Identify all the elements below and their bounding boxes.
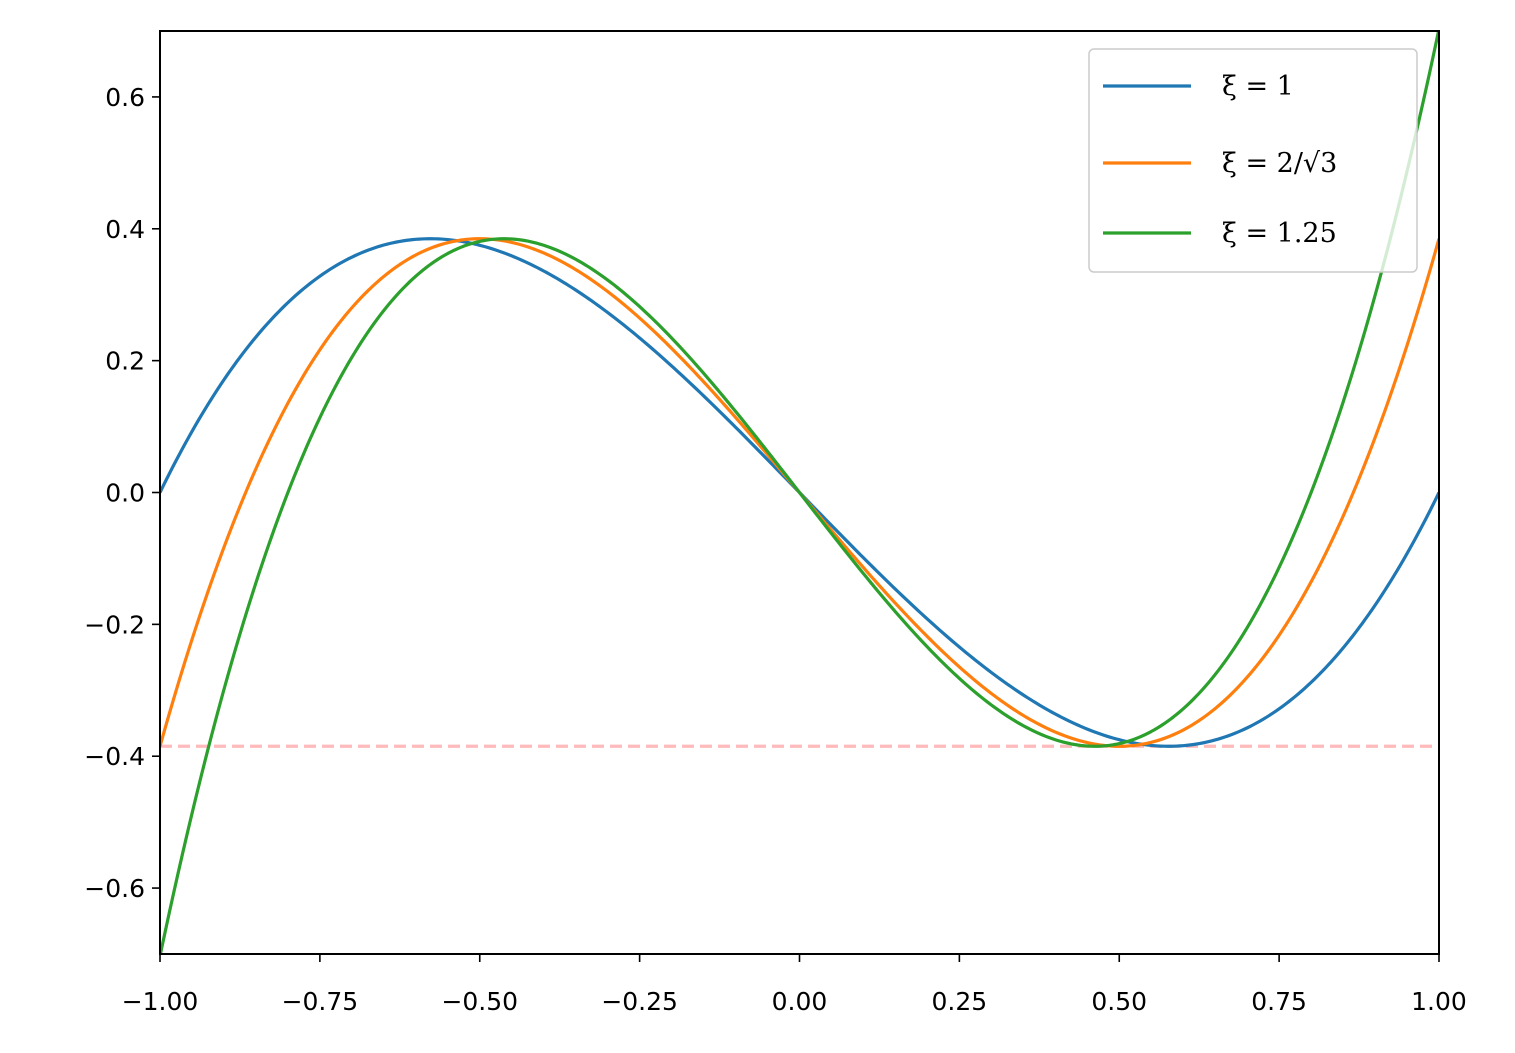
x-tick-label: 0.75 [1251, 987, 1307, 1016]
x-tick-label: −1.00 [122, 987, 199, 1016]
plot-area [160, 31, 1439, 954]
x-tick-label: −0.75 [282, 987, 359, 1016]
x-tick-label: 1.00 [1411, 987, 1467, 1016]
y-tick-label: 0.0 [105, 479, 145, 508]
x-tick-label: 0.25 [932, 987, 988, 1016]
legend: ξ = 1 ξ = 2/√3 ξ = 1.25 [1088, 48, 1418, 273]
legend-box [1088, 48, 1418, 273]
x-tick-label: −0.50 [441, 987, 518, 1016]
y-tick-label: 0.4 [105, 215, 145, 244]
legend-label-0: ξ = 1 [1222, 71, 1294, 102]
y-tick-label: −0.4 [84, 742, 145, 771]
x-tick-label: 0.00 [772, 987, 828, 1016]
legend-label-1: ξ = 2/√3 [1222, 148, 1337, 179]
y-tick-label: −0.2 [84, 610, 145, 639]
x-tick-label: −0.25 [601, 987, 678, 1016]
legend-label-2: ξ = 1.25 [1222, 218, 1337, 249]
x-axis: −1.00 −0.75 −0.50 −0.25 0.00 0.25 0.50 0.75 1.00 [122, 954, 1467, 1016]
y-tick-label: 0.2 [105, 347, 145, 376]
y-tick-label: −0.6 [84, 874, 145, 903]
series-line-2 [160, 31, 1439, 954]
y-axis: −0.6 −0.4 −0.2 0.0 0.2 0.4 0.6 [84, 83, 160, 903]
y-tick-label: 0.6 [105, 83, 145, 112]
x-tick-label: 0.50 [1091, 987, 1147, 1016]
